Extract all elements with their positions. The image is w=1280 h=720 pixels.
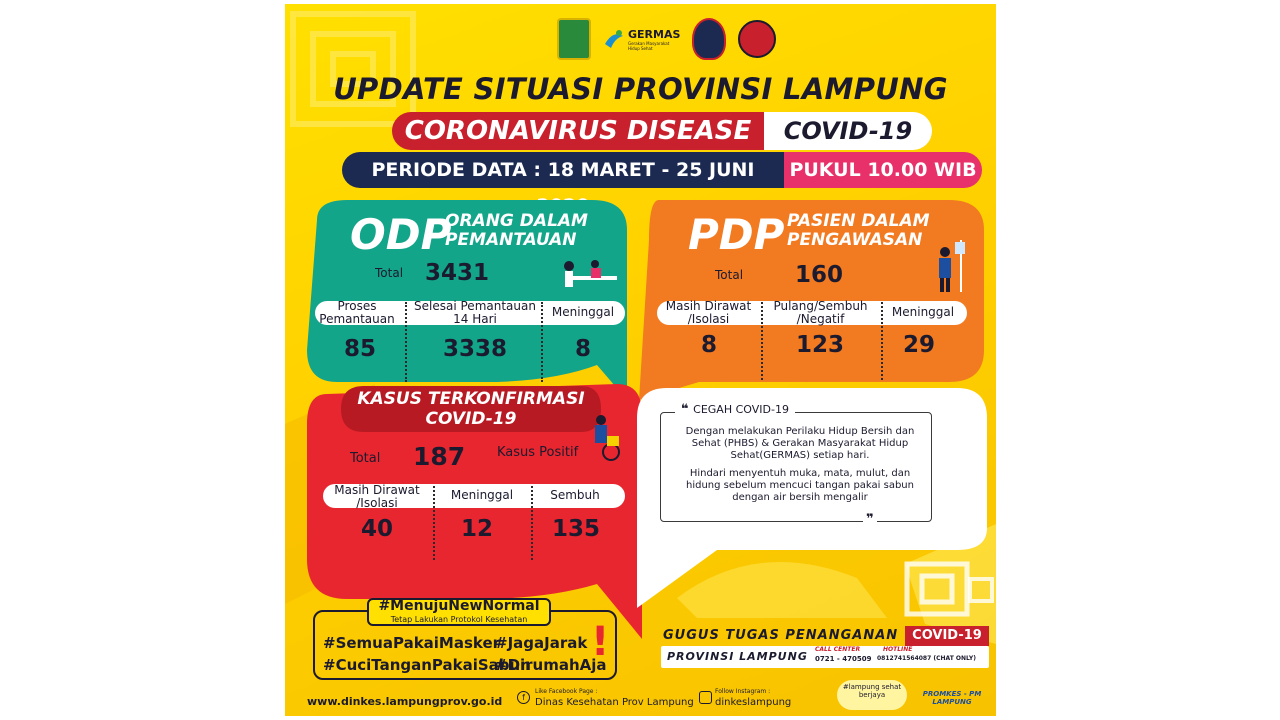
gugus-prov: PROVINSI LAMPUNG [667, 650, 808, 663]
germas-icon [605, 30, 623, 48]
kasus-col1-label: Masih Dirawat /Isolasi [334, 483, 420, 510]
kasus-col2-value: 12 [460, 516, 493, 542]
odp-line2: PEMANTAUAN [445, 230, 577, 250]
instagram-handle[interactable]: dinkeslampung [715, 697, 792, 708]
kasus-divider-1 [433, 486, 435, 560]
logo-row: GERMAS Gerakan Masyarakat Hidup Sehat [557, 18, 777, 60]
pdp-col3-label: Meninggal [891, 305, 955, 319]
odp-panel-bg [307, 200, 627, 400]
kasus-col3-value: 135 [551, 516, 600, 542]
odp-col2-value: 3338 [442, 336, 507, 362]
odp-divider-2 [541, 302, 543, 382]
police-logo [692, 18, 727, 60]
gugus-info-bar [661, 646, 989, 668]
kasus-label-bar [323, 484, 625, 508]
callcenter-number: 0721 - 470509 [815, 655, 872, 663]
pdp-col1-label: Masih Dirawat /Isolasi [665, 299, 752, 326]
pdp-col1-value: 8 [700, 332, 717, 358]
hashtag-dirumahaja: #DirumahAja [495, 656, 607, 674]
odp-total-label: Total [375, 266, 404, 280]
kasus-divider-2 [531, 486, 533, 560]
hashtag-masker: #SemuaPakaiMasker [323, 634, 501, 652]
cegah-panel-bg [637, 388, 987, 618]
pdp-illustration-icon [939, 240, 965, 292]
pdp-panel-bg [639, 200, 984, 400]
odp-illustration-icon [564, 260, 617, 287]
pdp-total-label: Total [715, 268, 744, 282]
pdp-line2: PENGAWASAN [787, 230, 923, 250]
germas-subtext: Gerakan Masyarakat Hidup Sehat [628, 40, 670, 51]
warning-icon: ! [591, 619, 610, 665]
quote-open-icon: ❝ [681, 402, 694, 417]
pdp-divider-2 [881, 302, 883, 380]
covid-banner: COVID-19 [764, 112, 932, 150]
lampung-province-logo [557, 18, 591, 60]
odp-col1-label: Proses Pemantauan [319, 299, 395, 326]
odp-total: 3431 [425, 260, 490, 286]
instagram-label: Follow Instagram : [715, 688, 771, 695]
odp-col3-label: Meninggal [551, 305, 615, 319]
gugus-line1: GUGUS TUGAS PENANGANAN [663, 628, 899, 643]
callcenter-label: CALL CENTER [815, 646, 861, 653]
kasus-header-bg [341, 386, 601, 432]
odp-divider-1 [405, 302, 407, 382]
kasus-col1-value: 40 [360, 516, 393, 542]
cegah-box [660, 412, 932, 522]
pdp-col3-value: 29 [902, 332, 935, 358]
germas-text: GERMAS [628, 27, 681, 41]
pdp-divider-1 [761, 302, 763, 380]
germas-logo: GERMAS Gerakan Masyarakat Hidup Sehat [603, 28, 680, 51]
pdp-col2-value: 123 [795, 332, 844, 358]
hashtag-sub: Tetap Lakukan Protokol Kesehatan [390, 615, 528, 624]
disease-banner: CORONAVIRUS DISEASE [392, 112, 764, 150]
time-banner: PUKUL 10.00 WIB [784, 152, 982, 188]
facebook-label: Like Facebook Page : [535, 688, 598, 695]
odp-abbr: ODP [350, 210, 452, 259]
odp-col1-value: 85 [343, 336, 376, 362]
cegah-title: CEGAH COVID-19 [693, 403, 789, 416]
hashtag-jagajarak: #JagaJarak [495, 634, 588, 652]
military-logo [738, 20, 777, 58]
cegah-header: ❝ CEGAH COVID-19 [675, 402, 795, 417]
pdp-line1: PASIEN DALAM [787, 211, 930, 231]
hashtag-cucitangan: #CuciTanganPakaiSabun [323, 656, 531, 674]
odp-col2-label: Selesai Pemantauan 14 Hari [414, 299, 536, 326]
hotline-number: 0812741564087 (CHAT ONLY) [877, 655, 976, 662]
kasus-total-label: Total [350, 451, 381, 466]
periode-banner: PERIODE DATA : 18 MARET - 25 JUNI 2020 [342, 152, 784, 217]
cegah-paragraph-1: Dengan melakukan Perilaku Hidup Bersih d… [685, 426, 915, 461]
instagram-icon [699, 691, 712, 704]
kasus-wheelchair-icon [595, 415, 620, 461]
hotline-label: HOTLINE [883, 646, 913, 653]
page-title: UPDATE SITUASI PROVINSI LAMPUNG [333, 72, 948, 106]
cegah-paragraph-2: Hindari menyentuh muka, mata, mulut, dan… [685, 468, 914, 503]
odp-label-bar [315, 301, 625, 325]
footer-website[interactable]: www.dinkes.lampungprov.go.id [307, 695, 503, 708]
pdp-total: 160 [795, 262, 844, 288]
quote-close-icon: ❞ [863, 512, 877, 527]
kasus-col3-label: Sembuh [550, 488, 600, 502]
pdp-col2-label: Pulang/Sembuh /Negatif [773, 299, 868, 326]
gugus-covid: COVID-19 [905, 626, 989, 646]
pdp-label-bar [657, 301, 967, 325]
kasus-line2: COVID-19 [425, 409, 517, 429]
facebook-icon: f [517, 691, 530, 704]
lampung-sehat-badge: #lampung sehat berjaya [837, 680, 907, 710]
pdp-abbr: PDP [688, 210, 785, 259]
odp-col3-value: 8 [574, 336, 591, 362]
kasus-positif-label: Kasus Positif [497, 445, 579, 460]
kasus-col2-label: Meninggal [450, 488, 514, 502]
hashtag-main: #MenujuNewNormal [378, 598, 540, 614]
odp-line1: ORANG DALAM [445, 211, 588, 231]
kasus-line1: KASUS TERKONFIRMASI [357, 389, 585, 409]
kasus-total: 187 [413, 442, 466, 471]
hashtag-header-box [367, 598, 551, 626]
promkes-logo: PROMKES - PM LAMPUNG [922, 690, 982, 706]
facebook-page[interactable]: Dinas Kesehatan Prov Lampung [535, 697, 694, 708]
kasus-panel-bg [307, 384, 642, 639]
infographic-poster: GERMAS Gerakan Masyarakat Hidup Sehat UP… [285, 4, 996, 716]
